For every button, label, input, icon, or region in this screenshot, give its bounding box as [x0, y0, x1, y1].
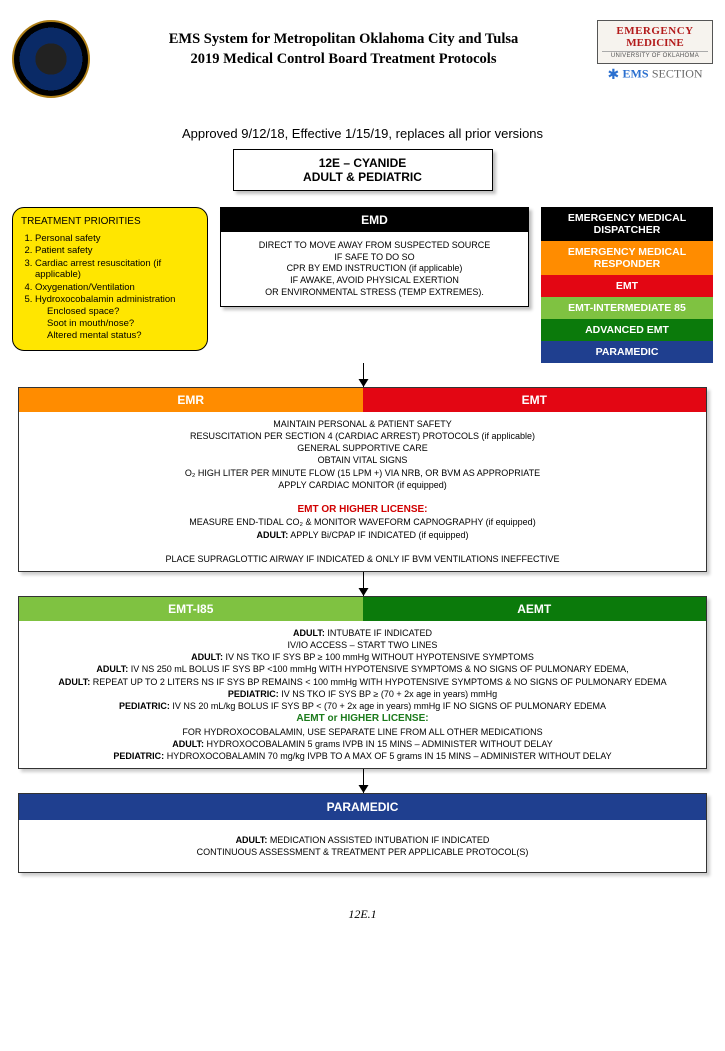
- i85-aemt-body: ADULT: INTUBATE IF INDICATEDIV/IO ACCESS…: [19, 621, 706, 768]
- protocol-title: 12E – CYANIDE ADULT & PEDIATRIC: [233, 149, 493, 191]
- page-number: 12E.1: [12, 907, 713, 922]
- emd-column: EMD DIRECT TO MOVE AWAY FROM SUSPECTED S…: [208, 207, 541, 307]
- title-block: EMS System for Metropolitan Oklahoma Cit…: [90, 20, 597, 69]
- connector-arrow: [12, 572, 713, 596]
- title-line2: 2019 Medical Control Board Treatment Pro…: [191, 51, 497, 67]
- i85-aemt-box: EMT-I85 AEMT ADULT: INTUBATE IF INDICATE…: [18, 596, 707, 769]
- emd-box: EMD DIRECT TO MOVE AWAY FROM SUSPECTED S…: [220, 207, 529, 307]
- connector-arrow: [12, 363, 713, 387]
- ou-logo: EMERGENCY MEDICINE UNIVERSITY OF OKLAHOM…: [597, 20, 713, 83]
- priority-sub: Enclosed space?: [47, 306, 199, 318]
- priority-sub: Altered mental status?: [47, 330, 199, 342]
- emd-body: DIRECT TO MOVE AWAY FROM SUSPECTED SOURC…: [221, 232, 528, 306]
- protocol-line2: ADULT & PEDIATRIC: [238, 170, 488, 184]
- star-of-life-icon: ✱: [607, 66, 619, 82]
- treatment-priorities: TREATMENT PRIORITIES Personal safetyPati…: [12, 207, 208, 351]
- legend-item: EMT: [541, 275, 713, 297]
- priority-item: Patient safety: [35, 245, 199, 256]
- legend-item: EMERGENCY MEDICAL DISPATCHER: [541, 207, 713, 241]
- title-line1: EMS System for Metropolitan Oklahoma Cit…: [169, 31, 519, 47]
- ems-section-1: EMS: [623, 67, 649, 81]
- priority-item: Cardiac arrest resuscitation (if applica…: [35, 258, 199, 281]
- ems-section-2: SECTION: [652, 67, 703, 81]
- approved-line: Approved 9/12/18, Effective 1/15/19, rep…: [12, 126, 713, 141]
- aemt-head: AEMT: [363, 597, 707, 621]
- ou-line2: MEDICINE: [602, 37, 708, 49]
- protocol-line1: 12E – CYANIDE: [238, 156, 488, 170]
- top-row: TREATMENT PRIORITIES Personal safetyPati…: [12, 207, 713, 363]
- legend-item: EMT-INTERMEDIATE 85: [541, 297, 713, 319]
- priority-item: Oxygenation/Ventilation: [35, 282, 199, 293]
- emr-head: EMR: [19, 388, 363, 412]
- emt-head: EMT: [363, 388, 707, 412]
- priorities-list: Personal safetyPatient safety Cardiac arr…: [35, 233, 199, 305]
- priorities-heading: TREATMENT PRIORITIES: [21, 216, 199, 227]
- paramedic-body: ADULT: MEDICATION ASSISTED INTUBATION IF…: [19, 820, 706, 872]
- level-legend: EMERGENCY MEDICAL DISPATCHEREMERGENCY ME…: [541, 207, 713, 363]
- ems-badge-icon: [12, 20, 90, 98]
- legend-item: ADVANCED EMT: [541, 319, 713, 341]
- ou-sub: UNIVERSITY OF OKLAHOMA: [602, 51, 708, 59]
- priority-item: Personal safety: [35, 233, 199, 244]
- emr-emt-body: MAINTAIN PERSONAL & PATIENT SAFETYRESUSC…: [19, 412, 706, 571]
- paramedic-head: PARAMEDIC: [19, 794, 706, 820]
- priority-sub: Soot in mouth/nose?: [47, 318, 199, 330]
- connector-arrow: [12, 769, 713, 793]
- priority-item: Hydroxocobalamin administration: [35, 294, 199, 305]
- emr-emt-box: EMR EMT MAINTAIN PERSONAL & PATIENT SAFE…: [18, 387, 707, 572]
- emd-head: EMD: [221, 208, 528, 232]
- paramedic-box: PARAMEDIC ADULT: MEDICATION ASSISTED INT…: [18, 793, 707, 873]
- ou-line1: EMERGENCY: [602, 25, 708, 37]
- i85-head: EMT-I85: [19, 597, 363, 621]
- legend-item: PARAMEDIC: [541, 341, 713, 363]
- header: EMS System for Metropolitan Oklahoma Cit…: [12, 20, 713, 98]
- legend-item: EMERGENCY MEDICAL RESPONDER: [541, 241, 713, 275]
